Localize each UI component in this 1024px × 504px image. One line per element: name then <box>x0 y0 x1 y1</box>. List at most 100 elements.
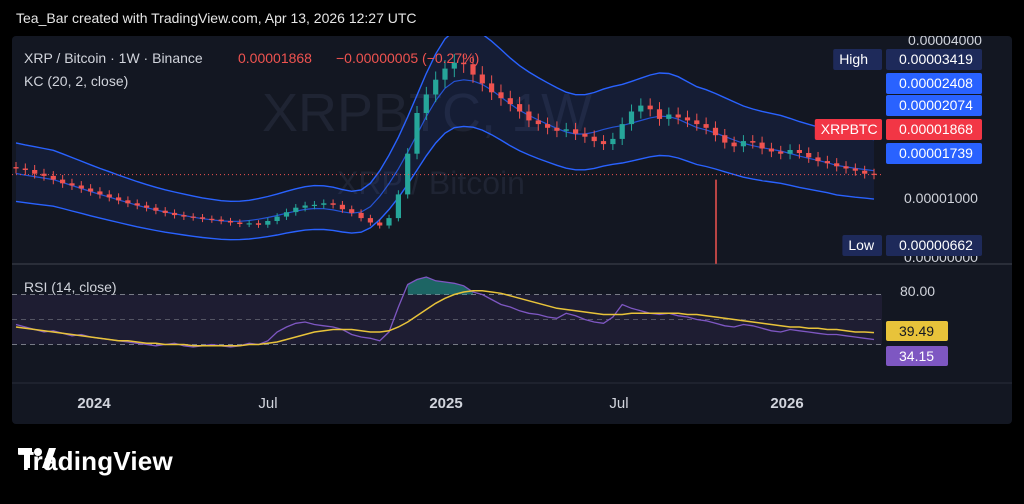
price-tag-box <box>886 143 982 164</box>
candle-body <box>740 141 746 147</box>
candle-body <box>69 183 75 186</box>
candle-body <box>684 117 691 121</box>
legend-symbol: XRP / Bitcoin · 1W · Binance <box>24 50 203 66</box>
candle-body <box>358 212 364 219</box>
watermark-name: XRP / Bitcoin <box>337 165 525 201</box>
price-tag-value: 0.00002074 <box>899 97 973 113</box>
candle-body <box>190 216 196 218</box>
candle-body <box>843 166 849 169</box>
candle-body <box>171 212 178 216</box>
candle-body <box>871 173 877 175</box>
price-tag-label-box <box>833 49 882 70</box>
chart-frame[interactable]: XRPBTC, 1W XRP / Bitcoin XRP / Bitcoin · 1… <box>12 36 1012 424</box>
candle-body <box>479 74 485 84</box>
candle-body <box>293 207 299 213</box>
legend-change: −0.00000005 (−0.27%) <box>336 50 479 66</box>
rsi-ma-tag-box <box>886 321 948 341</box>
candle-body <box>862 170 868 174</box>
candle-body <box>815 157 821 162</box>
candle-body <box>498 92 504 99</box>
candle-body <box>60 179 66 184</box>
candle-body <box>50 175 56 180</box>
candle-body <box>237 222 243 224</box>
candle-body <box>255 223 262 225</box>
price-tag-label: XRPBTC <box>821 121 878 137</box>
candle-body <box>778 151 784 154</box>
candle-body <box>712 127 719 136</box>
candle-body <box>834 163 840 167</box>
price-tag-label: High <box>839 51 868 67</box>
candle-body <box>666 114 672 119</box>
candle-body <box>265 221 271 225</box>
price-tag-value: 0.00001739 <box>899 145 973 161</box>
candle-body <box>144 205 150 208</box>
candle-body <box>489 83 495 93</box>
candle-body <box>852 168 858 171</box>
kc-upper-line <box>15 36 875 203</box>
candle-body <box>153 207 159 211</box>
price-tag-box <box>886 235 982 256</box>
candle-body <box>806 153 812 158</box>
candle-body <box>209 218 215 220</box>
candle-body <box>330 203 336 205</box>
candle-body <box>656 109 663 119</box>
price-axis-tick: 0.00001000 <box>904 190 978 206</box>
candle-body <box>722 135 728 143</box>
candle-body <box>97 191 103 195</box>
candle-body <box>339 204 345 210</box>
candle-body <box>134 203 140 206</box>
candle-body <box>367 218 373 223</box>
time-axis-tick: 2025 <box>429 395 462 412</box>
candle-body <box>591 136 597 142</box>
time-axis-tick: 2026 <box>770 395 803 412</box>
candle-body <box>628 111 635 125</box>
chart-header: Tea_Bar created with TradingView.com, Ap… <box>16 10 417 26</box>
candle-body <box>405 153 411 195</box>
kc-lower-line <box>15 125 875 241</box>
candle-body <box>554 127 560 131</box>
candle-body <box>600 141 607 145</box>
candle-body <box>526 111 532 121</box>
candle-body <box>703 124 709 128</box>
price-tag-value: 0.00003419 <box>899 51 973 67</box>
candle-body <box>433 79 439 95</box>
legend-price: 0.00001868 <box>238 50 312 66</box>
candle-body <box>563 129 569 131</box>
candle-body <box>283 212 290 217</box>
rsi-line <box>15 276 875 348</box>
footer-brand-text: TradingView <box>18 446 173 476</box>
candle-body <box>88 188 94 192</box>
candle-body <box>349 209 355 213</box>
price-tag-label-box <box>842 235 882 256</box>
candle-body <box>116 197 122 201</box>
candle-body <box>796 150 802 153</box>
time-axis-tick: Jul <box>258 395 277 412</box>
legend-indicator: KC (20, 2, close) <box>24 73 128 89</box>
candle-body <box>414 113 420 154</box>
candle-body <box>582 133 588 137</box>
candle-body <box>768 148 774 152</box>
candle-body <box>535 120 541 125</box>
candle-body <box>750 141 756 143</box>
candle-body <box>199 217 206 219</box>
tradingview-logo-icon <box>18 448 56 468</box>
rsi-overbought-fill <box>407 277 473 295</box>
candle-body <box>311 204 317 206</box>
candle-body <box>517 104 523 112</box>
rsi-ma-tag-value: 39.49 <box>899 323 934 339</box>
candle-body <box>246 223 252 225</box>
time-axis-tick: Jul <box>609 395 628 412</box>
candle-body <box>106 194 112 198</box>
candle-body <box>647 105 653 110</box>
candle-body <box>824 161 830 164</box>
candle-body <box>321 203 327 205</box>
rsi-tag-box <box>886 346 948 366</box>
candle-body <box>274 216 280 221</box>
rsi-ma-line <box>15 290 875 347</box>
rsi-legend-label: RSI (14, close) <box>24 279 117 295</box>
candle-body <box>181 215 187 217</box>
candle-body <box>423 94 429 113</box>
candle-body <box>302 205 308 208</box>
candle-body <box>32 170 38 174</box>
